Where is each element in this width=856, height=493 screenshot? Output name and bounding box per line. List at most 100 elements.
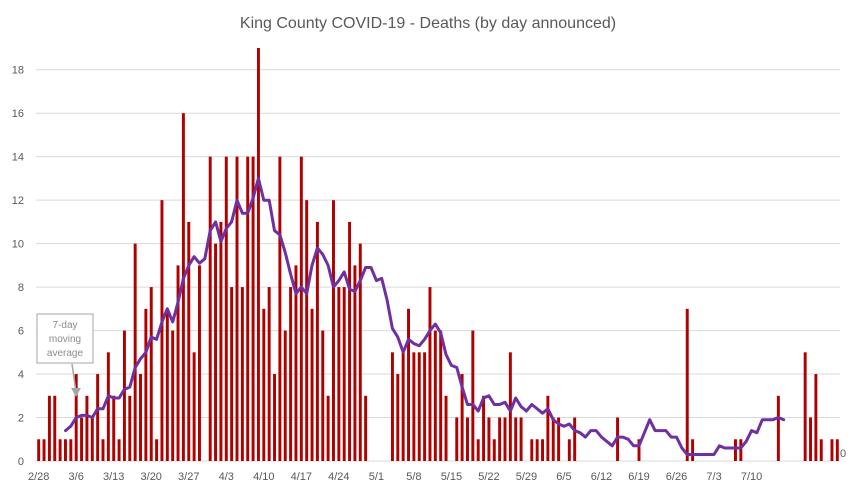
bar	[428, 287, 432, 461]
x-tick-label: 6/19	[628, 471, 649, 483]
bar	[487, 417, 491, 461]
bar	[181, 113, 185, 462]
bar	[567, 439, 571, 461]
y-tick-label: 12	[12, 195, 24, 207]
bar	[353, 265, 357, 461]
bar	[42, 439, 46, 461]
bar	[224, 156, 228, 461]
bar	[315, 221, 319, 461]
bar	[208, 156, 212, 461]
x-tick-label: 2/28	[28, 471, 49, 483]
bar	[37, 439, 41, 461]
bar	[691, 439, 695, 461]
bar	[514, 417, 518, 461]
x-tick-label: 3/20	[141, 471, 162, 483]
bar	[342, 287, 346, 461]
bar	[80, 417, 84, 461]
bar	[739, 439, 743, 461]
bar	[326, 395, 330, 461]
y-tick-label: 16	[12, 108, 24, 120]
bar	[444, 395, 448, 461]
bar	[541, 439, 544, 461]
bar	[573, 417, 577, 461]
y-tick-label: 10	[12, 239, 24, 251]
y-tick-label: 18	[12, 65, 24, 77]
x-tick-label: 4/17	[291, 471, 312, 483]
bar	[814, 374, 818, 461]
bar	[310, 308, 314, 461]
annotation-arrow	[71, 363, 77, 393]
bar	[423, 352, 427, 461]
annotation-arrowhead	[71, 388, 81, 397]
bar-series	[37, 48, 839, 462]
bar	[149, 287, 153, 461]
bar	[412, 352, 416, 461]
bar	[519, 417, 523, 461]
moving-average-series	[64, 176, 786, 456]
bar	[364, 395, 368, 461]
y-tick-label: 6	[18, 326, 24, 338]
bar	[546, 395, 550, 461]
x-tick-label: 5/1	[369, 471, 384, 483]
bar	[455, 417, 459, 461]
bar	[214, 243, 218, 461]
bar	[160, 200, 164, 461]
x-tick-label: 4/3	[219, 471, 234, 483]
y-tick-label: 2	[18, 413, 24, 425]
y-tick-label: 0	[18, 456, 24, 468]
moving-average-line	[64, 176, 786, 456]
bar	[337, 287, 341, 461]
x-tick-label: 3/13	[103, 471, 124, 483]
bar	[637, 439, 641, 461]
bar	[508, 352, 512, 461]
bar	[58, 439, 62, 461]
bar	[251, 156, 255, 461]
x-tick-label: 4/24	[328, 471, 349, 483]
bar	[192, 352, 196, 461]
bar	[198, 265, 201, 461]
x-tick-label: 5/15	[441, 471, 462, 483]
bar	[256, 48, 260, 461]
bar	[53, 395, 57, 461]
bar	[112, 395, 116, 461]
bar	[433, 330, 437, 461]
grid-lines	[36, 69, 840, 462]
annotation-text: average	[47, 348, 84, 359]
chart-title: King County COVID-19 - Deaths (by day an…	[240, 15, 616, 32]
bar	[685, 308, 689, 461]
bar	[830, 439, 834, 461]
bar	[101, 439, 105, 461]
bar	[466, 417, 469, 461]
bar	[803, 352, 807, 461]
bar	[165, 308, 169, 461]
y-tick-label: 14	[12, 152, 24, 164]
x-tick-label: 4/10	[253, 471, 274, 483]
bar	[90, 417, 94, 461]
bar	[230, 287, 234, 461]
bar	[407, 308, 410, 461]
y-tick-label: 4	[18, 369, 24, 381]
bar	[273, 374, 276, 461]
bar	[171, 330, 175, 461]
y-tick-label: 8	[18, 282, 24, 294]
bar	[117, 439, 121, 461]
bar	[503, 417, 507, 461]
x-tick-label: 7/10	[741, 471, 762, 483]
bar	[557, 417, 561, 461]
bar	[96, 374, 100, 461]
moving-average-annotation: 7-day moving average	[36, 313, 94, 397]
bar	[535, 439, 539, 461]
x-tick-label: 6/5	[556, 471, 571, 483]
bar	[776, 395, 780, 461]
x-tick-label: 3/6	[69, 471, 84, 483]
bar	[396, 374, 400, 461]
bar	[283, 330, 287, 461]
bar	[390, 352, 394, 461]
x-tick-label: 5/29	[516, 471, 537, 483]
bar	[819, 439, 823, 461]
bar	[144, 308, 148, 461]
bar	[289, 287, 293, 461]
bar	[482, 395, 486, 461]
